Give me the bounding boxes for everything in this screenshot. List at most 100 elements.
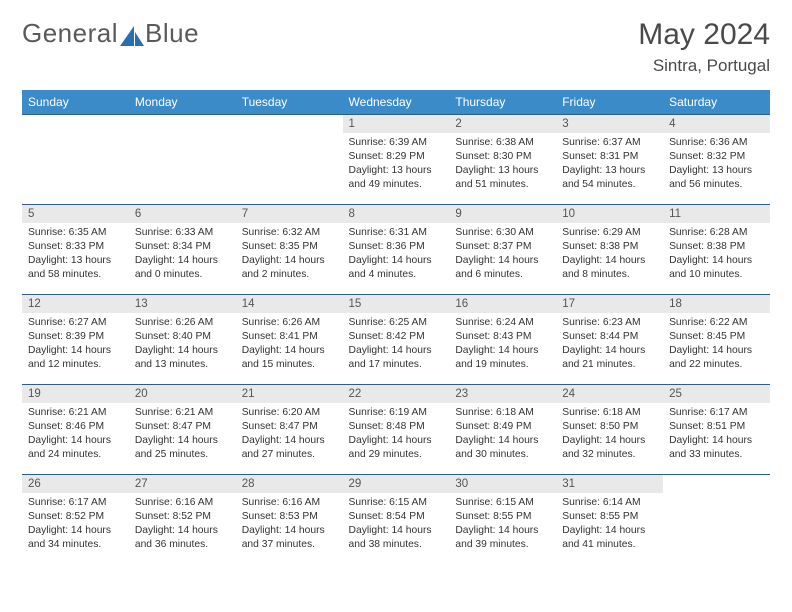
- day-number: 2: [449, 115, 556, 133]
- day-number: 27: [129, 475, 236, 493]
- logo-text-1: General: [22, 18, 118, 49]
- calendar-day-cell: 16Sunrise: 6:24 AMSunset: 8:43 PMDayligh…: [449, 295, 556, 385]
- calendar-day-cell: 21Sunrise: 6:20 AMSunset: 8:47 PMDayligh…: [236, 385, 343, 475]
- calendar-day-cell: 11Sunrise: 6:28 AMSunset: 8:38 PMDayligh…: [663, 205, 770, 295]
- calendar-location: Sintra, Portugal: [638, 56, 770, 76]
- calendar-day-cell: 22Sunrise: 6:19 AMSunset: 8:48 PMDayligh…: [343, 385, 450, 475]
- calendar-day-cell: 18Sunrise: 6:22 AMSunset: 8:45 PMDayligh…: [663, 295, 770, 385]
- calendar-day-cell: 13Sunrise: 6:26 AMSunset: 8:40 PMDayligh…: [129, 295, 236, 385]
- calendar-week-row: 26Sunrise: 6:17 AMSunset: 8:52 PMDayligh…: [22, 475, 770, 565]
- calendar-day-cell: 10Sunrise: 6:29 AMSunset: 8:38 PMDayligh…: [556, 205, 663, 295]
- day-details: Sunrise: 6:28 AMSunset: 8:38 PMDaylight:…: [663, 223, 770, 286]
- day-details: Sunrise: 6:27 AMSunset: 8:39 PMDaylight:…: [22, 313, 129, 376]
- calendar-day-cell: 19Sunrise: 6:21 AMSunset: 8:46 PMDayligh…: [22, 385, 129, 475]
- day-number: 9: [449, 205, 556, 223]
- day-details: Sunrise: 6:37 AMSunset: 8:31 PMDaylight:…: [556, 133, 663, 196]
- day-details: Sunrise: 6:19 AMSunset: 8:48 PMDaylight:…: [343, 403, 450, 466]
- day-number: 14: [236, 295, 343, 313]
- day-details: Sunrise: 6:29 AMSunset: 8:38 PMDaylight:…: [556, 223, 663, 286]
- calendar-day-cell: 29Sunrise: 6:15 AMSunset: 8:54 PMDayligh…: [343, 475, 450, 565]
- calendar-table: SundayMondayTuesdayWednesdayThursdayFrid…: [22, 90, 770, 565]
- day-number: 25: [663, 385, 770, 403]
- day-number: 12: [22, 295, 129, 313]
- day-details: Sunrise: 6:20 AMSunset: 8:47 PMDaylight:…: [236, 403, 343, 466]
- day-number: 5: [22, 205, 129, 223]
- calendar-month-title: May 2024: [638, 18, 770, 52]
- calendar-day-cell: 27Sunrise: 6:16 AMSunset: 8:52 PMDayligh…: [129, 475, 236, 565]
- day-details: Sunrise: 6:35 AMSunset: 8:33 PMDaylight:…: [22, 223, 129, 286]
- calendar-day-cell: 8Sunrise: 6:31 AMSunset: 8:36 PMDaylight…: [343, 205, 450, 295]
- calendar-week-row: 19Sunrise: 6:21 AMSunset: 8:46 PMDayligh…: [22, 385, 770, 475]
- day-number: 6: [129, 205, 236, 223]
- logo: General Blue: [22, 18, 199, 49]
- day-number: 4: [663, 115, 770, 133]
- day-number: 1: [343, 115, 450, 133]
- day-number: 10: [556, 205, 663, 223]
- weekday-header: Thursday: [449, 90, 556, 115]
- day-number: 15: [343, 295, 450, 313]
- day-details: Sunrise: 6:39 AMSunset: 8:29 PMDaylight:…: [343, 133, 450, 196]
- calendar-week-row: ......1Sunrise: 6:39 AMSunset: 8:29 PMDa…: [22, 115, 770, 205]
- day-details: Sunrise: 6:21 AMSunset: 8:47 PMDaylight:…: [129, 403, 236, 466]
- calendar-day-cell: ..: [129, 115, 236, 205]
- weekday-header: Friday: [556, 90, 663, 115]
- day-details: Sunrise: 6:16 AMSunset: 8:52 PMDaylight:…: [129, 493, 236, 556]
- weekday-header: Saturday: [663, 90, 770, 115]
- calendar-day-cell: 2Sunrise: 6:38 AMSunset: 8:30 PMDaylight…: [449, 115, 556, 205]
- calendar-day-cell: 12Sunrise: 6:27 AMSunset: 8:39 PMDayligh…: [22, 295, 129, 385]
- day-details: Sunrise: 6:33 AMSunset: 8:34 PMDaylight:…: [129, 223, 236, 286]
- day-number: 19: [22, 385, 129, 403]
- day-number: 22: [343, 385, 450, 403]
- day-details: Sunrise: 6:22 AMSunset: 8:45 PMDaylight:…: [663, 313, 770, 376]
- day-number: 11: [663, 205, 770, 223]
- calendar-day-cell: 20Sunrise: 6:21 AMSunset: 8:47 PMDayligh…: [129, 385, 236, 475]
- day-details: Sunrise: 6:18 AMSunset: 8:49 PMDaylight:…: [449, 403, 556, 466]
- day-details: Sunrise: 6:14 AMSunset: 8:55 PMDaylight:…: [556, 493, 663, 556]
- weekday-header: Monday: [129, 90, 236, 115]
- calendar-day-cell: 31Sunrise: 6:14 AMSunset: 8:55 PMDayligh…: [556, 475, 663, 565]
- calendar-day-cell: 7Sunrise: 6:32 AMSunset: 8:35 PMDaylight…: [236, 205, 343, 295]
- calendar-day-cell: 23Sunrise: 6:18 AMSunset: 8:49 PMDayligh…: [449, 385, 556, 475]
- day-number: 7: [236, 205, 343, 223]
- calendar-day-cell: 14Sunrise: 6:26 AMSunset: 8:41 PMDayligh…: [236, 295, 343, 385]
- day-number: 3: [556, 115, 663, 133]
- calendar-day-cell: 6Sunrise: 6:33 AMSunset: 8:34 PMDaylight…: [129, 205, 236, 295]
- calendar-week-row: 5Sunrise: 6:35 AMSunset: 8:33 PMDaylight…: [22, 205, 770, 295]
- calendar-day-cell: 9Sunrise: 6:30 AMSunset: 8:37 PMDaylight…: [449, 205, 556, 295]
- calendar-day-cell: ..: [22, 115, 129, 205]
- calendar-day-cell: 17Sunrise: 6:23 AMSunset: 8:44 PMDayligh…: [556, 295, 663, 385]
- calendar-day-cell: 3Sunrise: 6:37 AMSunset: 8:31 PMDaylight…: [556, 115, 663, 205]
- day-details: Sunrise: 6:23 AMSunset: 8:44 PMDaylight:…: [556, 313, 663, 376]
- day-number: 26: [22, 475, 129, 493]
- calendar-day-cell: 4Sunrise: 6:36 AMSunset: 8:32 PMDaylight…: [663, 115, 770, 205]
- day-number: 29: [343, 475, 450, 493]
- day-number: 24: [556, 385, 663, 403]
- day-number: 8: [343, 205, 450, 223]
- day-number: 20: [129, 385, 236, 403]
- day-details: Sunrise: 6:21 AMSunset: 8:46 PMDaylight:…: [22, 403, 129, 466]
- day-number: 21: [236, 385, 343, 403]
- calendar-day-cell: 28Sunrise: 6:16 AMSunset: 8:53 PMDayligh…: [236, 475, 343, 565]
- weekday-header: Wednesday: [343, 90, 450, 115]
- calendar-week-row: 12Sunrise: 6:27 AMSunset: 8:39 PMDayligh…: [22, 295, 770, 385]
- weekday-header-row: SundayMondayTuesdayWednesdayThursdayFrid…: [22, 90, 770, 115]
- weekday-header: Tuesday: [236, 90, 343, 115]
- day-details: Sunrise: 6:36 AMSunset: 8:32 PMDaylight:…: [663, 133, 770, 196]
- day-details: Sunrise: 6:17 AMSunset: 8:51 PMDaylight:…: [663, 403, 770, 466]
- calendar-day-cell: 26Sunrise: 6:17 AMSunset: 8:52 PMDayligh…: [22, 475, 129, 565]
- calendar-day-cell: 25Sunrise: 6:17 AMSunset: 8:51 PMDayligh…: [663, 385, 770, 475]
- day-details: Sunrise: 6:32 AMSunset: 8:35 PMDaylight:…: [236, 223, 343, 286]
- calendar-day-cell: 24Sunrise: 6:18 AMSunset: 8:50 PMDayligh…: [556, 385, 663, 475]
- logo-text-2: Blue: [145, 18, 199, 49]
- day-details: Sunrise: 6:24 AMSunset: 8:43 PMDaylight:…: [449, 313, 556, 376]
- day-details: Sunrise: 6:18 AMSunset: 8:50 PMDaylight:…: [556, 403, 663, 466]
- calendar-day-cell: 5Sunrise: 6:35 AMSunset: 8:33 PMDaylight…: [22, 205, 129, 295]
- calendar-day-cell: 1Sunrise: 6:39 AMSunset: 8:29 PMDaylight…: [343, 115, 450, 205]
- day-number: 16: [449, 295, 556, 313]
- title-block: May 2024 Sintra, Portugal: [638, 18, 770, 76]
- day-number: 31: [556, 475, 663, 493]
- day-details: Sunrise: 6:26 AMSunset: 8:40 PMDaylight:…: [129, 313, 236, 376]
- day-details: Sunrise: 6:15 AMSunset: 8:54 PMDaylight:…: [343, 493, 450, 556]
- weekday-header: Sunday: [22, 90, 129, 115]
- day-details: Sunrise: 6:31 AMSunset: 8:36 PMDaylight:…: [343, 223, 450, 286]
